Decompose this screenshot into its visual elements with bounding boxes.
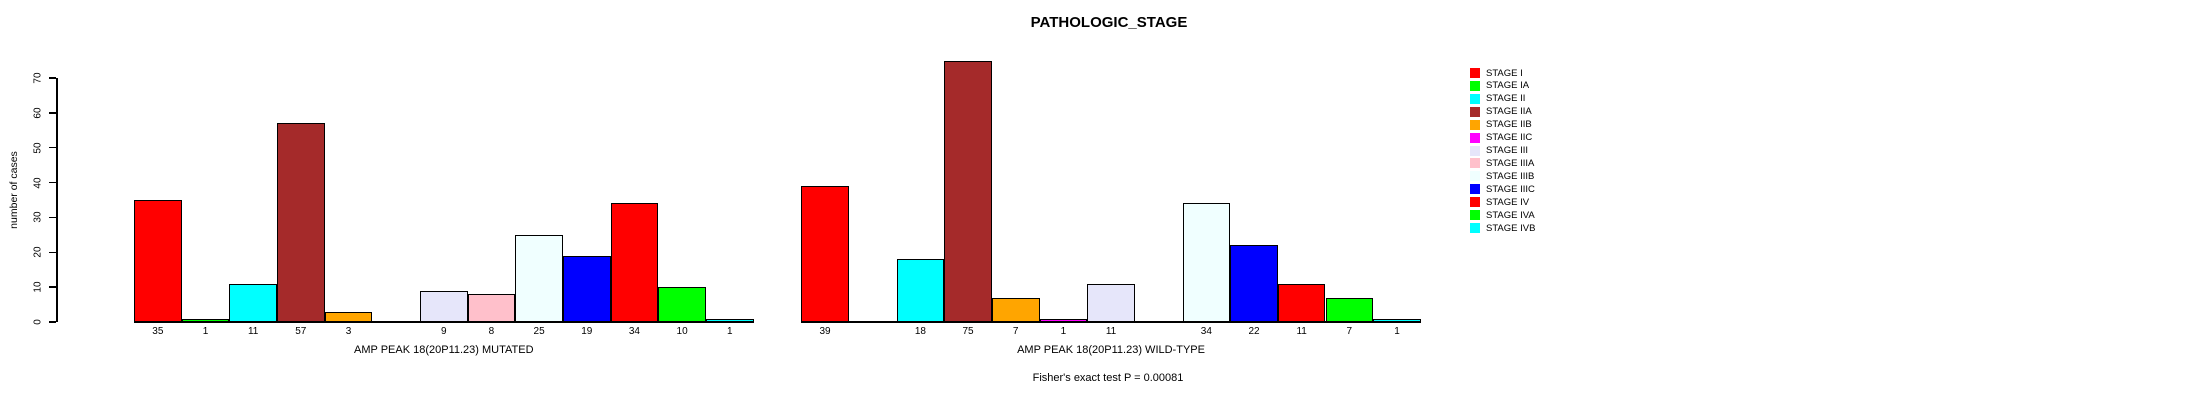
legend-label: STAGE IVB [1486,222,1536,234]
legend-label: STAGE IVA [1486,209,1535,221]
bar-value-label: 9 [441,326,447,337]
y-tick-label: 0 [32,319,44,325]
bar [1087,283,1135,322]
bar-value-label: 1 [726,326,733,337]
bar [229,283,277,322]
legend-label: STAGE IIIB [1486,170,1535,182]
fisher-test-annotation: Fisher's exact test P = 0.00081 [1032,372,1184,384]
bar-value-label: 75 [962,326,974,337]
legend-swatch [1470,80,1480,91]
bar [419,290,468,322]
legend-label: STAGE IV [1486,196,1530,208]
y-axis-line [56,78,58,322]
legend-label: STAGE IIB [1486,119,1532,131]
bar [705,318,754,322]
bar-value-label: 8 [488,326,495,337]
bar-value-label: 34 [628,326,640,337]
bar [801,186,849,322]
y-tick-label: 10 [32,281,44,293]
bar-value-label: 57 [295,326,307,337]
y-tick-label: 70 [32,72,44,84]
bar-value-label: 19 [581,326,593,337]
bar [181,318,230,322]
bar-value-label: 22 [1248,326,1260,337]
y-tick-label: 50 [32,142,44,154]
y-tick-mark [49,77,56,79]
group-axis-label: AMP PEAK 18(20P11.23) MUTATED [354,344,534,356]
legend-label: STAGE IA [1486,80,1530,92]
bar [658,287,706,322]
bar-value-label: 25 [533,326,545,337]
legend-swatch [1470,93,1480,104]
y-tick-label: 60 [32,107,44,119]
bar [1230,245,1278,322]
bar [1325,297,1374,322]
legend-swatch [1470,197,1480,208]
chart-title: PATHOLOGIC_STAGE [1030,14,1188,31]
bar-value-label: 3 [345,326,352,337]
legend-swatch [1470,171,1480,182]
bar [610,203,659,322]
legend-swatch [1470,158,1480,169]
legend-label: STAGE IIC [1486,132,1533,144]
legend-swatch [1470,210,1480,221]
bar-value-label: 11 [1296,326,1307,337]
legend-swatch [1470,145,1480,156]
bar-value-label: 18 [914,326,926,337]
legend-label: STAGE I [1486,67,1523,79]
y-tick-label: 20 [32,246,44,258]
y-tick-mark [49,251,56,254]
legend-label: STAGE IIIC [1486,183,1535,195]
bar [467,294,516,322]
bar-value-label: 1 [202,326,209,337]
y-axis-label: number of cases [8,151,20,229]
bar-value-label: 39 [819,326,831,337]
legend-label: STAGE IIA [1486,106,1532,118]
bar [944,60,992,322]
bar [991,297,1040,322]
y-tick-label: 40 [32,177,44,189]
bar-value-label: 7 [1346,326,1353,337]
y-tick-mark [49,321,56,323]
y-tick-mark [49,286,56,288]
bar [515,234,563,322]
bar-value-label: 7 [1012,326,1019,337]
legend-swatch [1470,106,1480,117]
legend-label: STAGE IIIA [1486,157,1535,169]
bar-value-label: 1 [1394,326,1400,337]
bar-value-label: 11 [1105,326,1117,337]
legend-label: STAGE III [1486,145,1529,157]
bar [276,123,325,322]
legend-swatch [1470,223,1480,234]
bar-value-label: 1 [1060,326,1067,337]
bar [896,259,945,322]
bar [562,255,611,322]
legend-swatch [1470,119,1480,130]
bar-value-label: 11 [247,326,259,337]
legend-swatch [1470,68,1480,78]
legend-swatch [1470,132,1480,143]
y-tick-mark [49,146,56,149]
bar [1373,318,1421,322]
bar-value-label: 34 [1200,326,1212,337]
bar [1039,318,1088,322]
y-tick-mark [49,112,56,114]
bar [1277,283,1326,322]
bar [134,200,182,322]
bar-value-label: 35 [152,326,164,337]
y-tick-label: 30 [32,211,44,223]
legend-label: STAGE II [1486,93,1526,105]
y-tick-mark [49,216,56,219]
legend-swatch [1470,184,1480,195]
bar [324,311,373,322]
bar [1182,203,1231,322]
group-axis-label: AMP PEAK 18(20P11.23) WILD-TYPE [1017,344,1205,356]
y-tick-mark [49,181,56,184]
bar-value-label: 10 [676,326,688,337]
